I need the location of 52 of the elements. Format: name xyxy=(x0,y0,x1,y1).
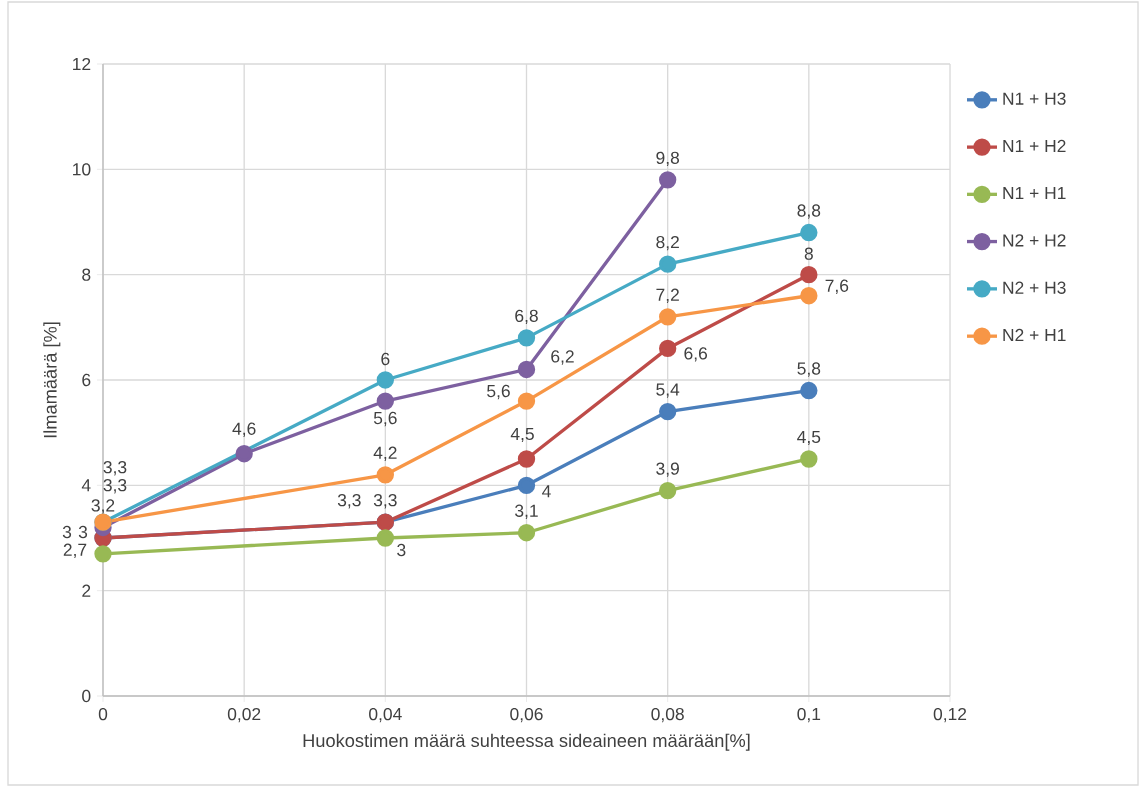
legend-label: N2 + H1 xyxy=(1003,328,1066,342)
data-label: 3 xyxy=(78,525,88,539)
data-label: 4,5 xyxy=(797,430,821,446)
data-label: 4 xyxy=(542,485,551,498)
y-tick-label: 0 xyxy=(82,689,91,703)
data-label: 3,1 xyxy=(515,504,538,519)
x-tick-label: 0,02 xyxy=(227,707,261,723)
y-tick-label: 2 xyxy=(82,584,91,597)
y-tick-label: 12 xyxy=(73,57,91,71)
y-axis-title: Ilmamäärä [%] xyxy=(43,322,61,438)
legend-label: N1 + H1 xyxy=(1003,187,1066,200)
x-axis-title: Huokostimen määrä suhteessa sideaineen määrään[%] xyxy=(303,733,750,751)
data-label: 7,6 xyxy=(825,279,849,294)
legend-label: N2 + H3 xyxy=(1003,281,1066,294)
data-label: 4,6 xyxy=(232,422,256,437)
data-label: 5,6 xyxy=(373,411,397,427)
data-label: 7,2 xyxy=(656,288,679,304)
x-tick-label: 0,04 xyxy=(369,707,402,723)
y-tick-label: 10 xyxy=(73,163,91,176)
data-label: 3 xyxy=(62,525,72,539)
data-label: 6,6 xyxy=(684,347,708,362)
data-label: 9,8 xyxy=(656,151,680,167)
data-label: 3,9 xyxy=(656,462,679,477)
data-label: 3,3 xyxy=(337,494,361,509)
legend-label: N1 + H2 xyxy=(1003,139,1066,152)
data-label: 2,7 xyxy=(63,543,87,559)
x-tick-label: 0 xyxy=(98,707,108,721)
y-tick-label: 4 xyxy=(81,479,91,492)
data-label: 5,8 xyxy=(797,362,821,377)
data-label: 6,2 xyxy=(551,350,574,365)
x-tick-label: 0,12 xyxy=(933,707,967,723)
x-tick-label: 0,08 xyxy=(651,707,684,723)
legend-label: N2 + H2 xyxy=(1003,234,1066,247)
data-label: 3,2 xyxy=(91,499,115,514)
data-label: 4,2 xyxy=(373,446,397,462)
y-tick-label: 8 xyxy=(82,268,91,281)
data-label: 6,8 xyxy=(515,309,538,325)
data-label: 3,3 xyxy=(103,461,127,476)
data-label: 5,4 xyxy=(656,383,680,398)
data-label: 3,3 xyxy=(103,479,127,494)
data-label: 6 xyxy=(381,352,390,366)
data-label: 8,2 xyxy=(656,235,679,251)
y-tick-label: 6 xyxy=(82,373,91,387)
x-tick-label: 0,1 xyxy=(797,707,821,723)
legend-label: N1 + H3 xyxy=(1003,92,1066,105)
data-label: 8 xyxy=(804,247,813,260)
data-label: 4,5 xyxy=(510,427,534,443)
x-tick-label: 0,06 xyxy=(510,707,543,723)
data-label: 3 xyxy=(397,543,406,557)
data-label: 5,6 xyxy=(487,384,510,400)
data-label: 8,8 xyxy=(797,204,821,219)
data-label: 3,3 xyxy=(373,494,397,509)
